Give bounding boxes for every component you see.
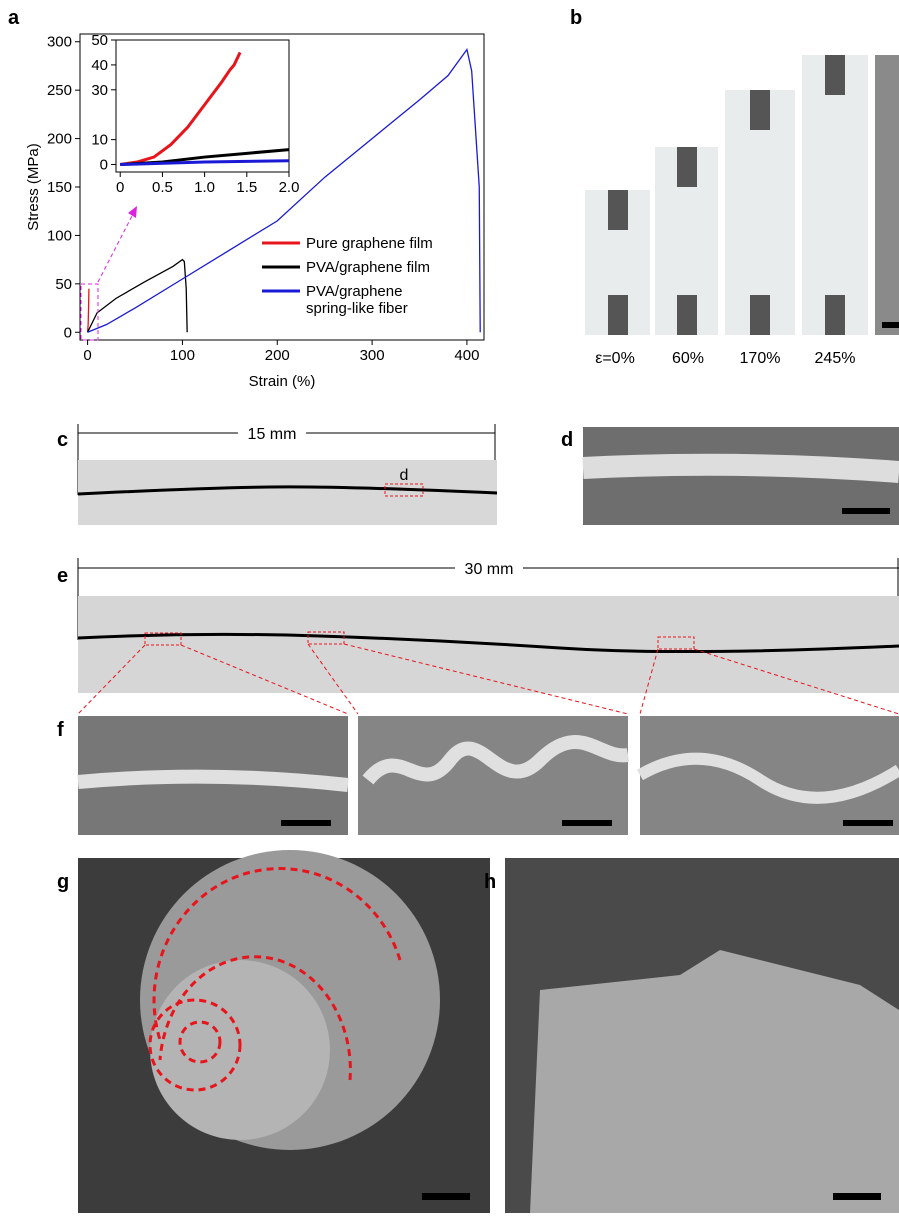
- x-tick-label: 0.5: [152, 179, 173, 196]
- panel-label: d: [561, 429, 573, 451]
- y-tick-label: 50: [91, 32, 108, 49]
- strain-label: 170%: [740, 350, 781, 367]
- strain-label: 60%: [672, 350, 704, 367]
- y-tick-label: 200: [47, 131, 72, 148]
- scale-label: 15 mm: [248, 426, 297, 443]
- panel-f-images: [78, 716, 899, 835]
- strain-label: ε=0%: [595, 350, 635, 367]
- x-tick-label: 100: [170, 347, 195, 364]
- y-tick-label: 50: [55, 276, 72, 293]
- y-tick-label: 30: [91, 82, 108, 99]
- panel-g-image: [78, 850, 490, 1213]
- stretch-photos: [585, 55, 899, 335]
- x-tick-label: 2.0: [279, 179, 300, 196]
- legend-label: PVA/graphene film: [306, 259, 430, 276]
- y-tick-label: 250: [47, 82, 72, 99]
- box-label: d: [400, 467, 409, 484]
- chart: 0 0.5 1.0 1.5 2.0 0 10 30 40 50: [91, 32, 299, 196]
- x-tick-label: 200: [265, 347, 290, 364]
- y-tick-label: 100: [47, 227, 72, 244]
- y-tick-label: 0: [100, 157, 108, 174]
- panel-label: f: [57, 719, 64, 741]
- scale-label: 30 mm: [465, 561, 514, 578]
- x-tick-label: 300: [360, 347, 385, 364]
- panel-label: e: [57, 565, 68, 587]
- y-tick-label: 40: [91, 57, 108, 74]
- panel-label: h: [484, 871, 496, 893]
- x-tick-label: 1.5: [236, 179, 257, 196]
- x-axis-label: Strain (%): [249, 373, 316, 390]
- legend-label-line: PVA/graphene: [306, 283, 402, 300]
- legend-label-line: spring-like fiber: [306, 300, 408, 317]
- x-tick-label: 1.0: [194, 179, 215, 196]
- y-tick-label: 0: [64, 324, 72, 341]
- y-tick-label: 300: [47, 34, 72, 51]
- strain-label: 245%: [815, 350, 856, 367]
- panel-label: c: [57, 429, 68, 451]
- legend-label: Pure graphene film: [306, 235, 433, 252]
- y-tick-label: 10: [91, 132, 108, 149]
- panel-d-image: [583, 427, 899, 525]
- panel-label: g: [57, 871, 69, 893]
- figure: a b c d e f g h ε=0% 60% 170% 245% 15 mm…: [0, 0, 899, 1213]
- x-tick-label: 400: [454, 347, 479, 364]
- y-axis-label: Stress (MPa): [25, 143, 42, 231]
- page: {"chart_data": [ {"type": "line", "xlabe…: [0, 0, 899, 1218]
- panel-h-image: [505, 858, 899, 1213]
- y-tick-label: 150: [47, 179, 72, 196]
- panel-label: a: [8, 7, 20, 29]
- x-tick-label: 0: [116, 179, 124, 196]
- panel-label: b: [570, 7, 582, 29]
- x-tick-label: 0: [83, 347, 91, 364]
- panel-e-image: [78, 558, 899, 714]
